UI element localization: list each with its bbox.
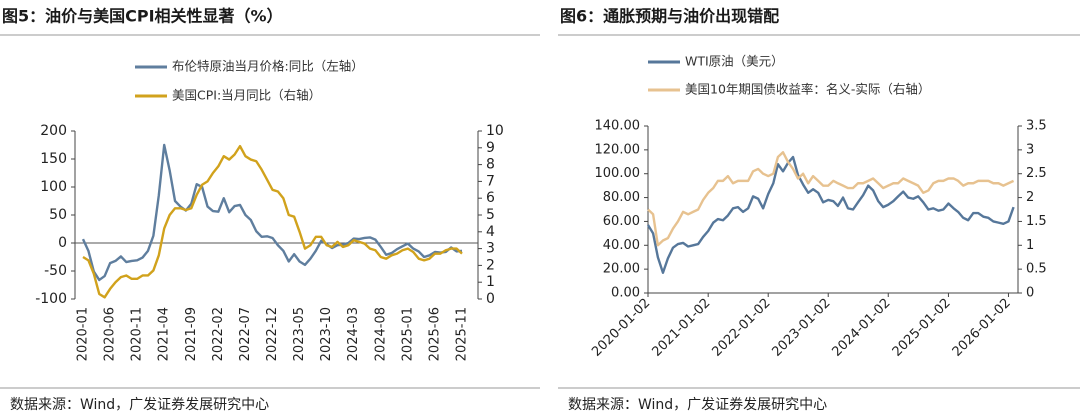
y-tick-label: 100.00	[595, 166, 641, 181]
y-tick-label: -100	[35, 291, 67, 307]
legend-label: 布伦特原油当月价格:同比（左轴）	[172, 59, 364, 74]
y-tick-label: -50	[44, 263, 67, 279]
y2-tick-label: 1	[1026, 238, 1034, 253]
x-tick-label: 2025-11	[455, 307, 470, 361]
x-tick-label: 2021-04	[157, 307, 172, 361]
y2-tick-label: 9	[486, 140, 495, 156]
y-tick-label: 140.00	[595, 119, 641, 134]
x-tick-label: 2023-10	[319, 307, 334, 361]
legend-label: 美国CPI:当月同比（右轴）	[172, 88, 321, 103]
x-tick-label: 2024-08	[373, 307, 388, 361]
y2-tick-label: 3.5	[1026, 119, 1047, 134]
y-tick-label: 50	[49, 207, 67, 223]
x-tick-label: 2023-01-02	[769, 296, 833, 360]
y2-tick-label: 10	[486, 123, 504, 139]
x-tick-label: 2020-01	[76, 307, 91, 361]
x-tick-label: 2020-01-02	[589, 296, 653, 360]
chart-title: 图6：通胀预期与油价出现错配	[560, 7, 779, 26]
y-tick-label: 60.00	[603, 214, 640, 229]
y2-tick-label: 8	[486, 157, 495, 173]
legend-label: 美国10年期国债收益率：名义-实际（右轴）	[685, 82, 930, 97]
legend-label: WTI原油（美元）	[685, 54, 784, 69]
y2-tick-label: 3	[486, 241, 495, 257]
y-tick-label: 20.00	[603, 262, 640, 277]
chart-title: 图5：油价与美国CPI相关性显著（%）	[2, 7, 283, 26]
x-tick-label: 2021-01-02	[649, 296, 713, 360]
y2-tick-label: 2.5	[1026, 166, 1047, 181]
y2-tick-label: 2	[486, 257, 495, 273]
x-tick-label: 2022-12	[265, 307, 280, 361]
series-line	[82, 144, 463, 299]
y-tick-label: 150	[40, 151, 67, 167]
x-tick-label: 2023-05	[292, 307, 307, 361]
series-line	[646, 155, 1015, 274]
x-tick-label: 2024-01-02	[830, 296, 894, 360]
source-note: 数据来源：Wind，广发证券发展研究中心	[568, 397, 827, 413]
y2-tick-label: 6	[486, 190, 495, 206]
y2-tick-label: 5	[486, 207, 495, 223]
y2-tick-label: 3	[1026, 142, 1034, 157]
y2-tick-label: 2	[1026, 190, 1034, 205]
x-tick-label: 2020-06	[103, 307, 118, 361]
y-tick-label: 120.00	[595, 142, 641, 157]
x-tick-label: 2022-02	[211, 307, 226, 361]
x-tick-label: 2025-06	[427, 307, 442, 361]
series-line	[81, 143, 463, 282]
x-tick-label: 2022-07	[238, 307, 253, 361]
x-tick-label: 2020-11	[130, 307, 145, 361]
y-tick-label: 40.00	[603, 238, 640, 253]
y2-tick-label: 1	[486, 274, 495, 290]
y-tick-label: 100	[40, 179, 67, 195]
y2-tick-label: 0	[486, 291, 495, 307]
y2-tick-label: 1.5	[1026, 214, 1047, 229]
y2-tick-label: 7	[486, 173, 495, 189]
series-line	[647, 151, 1015, 247]
y-tick-label: 0.00	[611, 286, 640, 301]
y-tick-label: 0	[58, 235, 67, 251]
x-tick-label: 2025-01-02	[890, 296, 954, 360]
y2-tick-label: 0.5	[1026, 262, 1047, 277]
y2-tick-label: 0	[1026, 286, 1034, 301]
x-tick-label: 2024-03	[346, 307, 361, 361]
y2-tick-label: 4	[486, 224, 495, 240]
x-tick-label: 2022-01-02	[709, 296, 773, 360]
y-tick-label: 80.00	[603, 190, 640, 205]
y-tick-label: 200	[40, 123, 67, 139]
x-tick-label: 2026-01-02	[950, 296, 1014, 360]
source-note: 数据来源：Wind，广发证券发展研究中心	[10, 397, 269, 413]
x-tick-label: 2021-09	[184, 307, 199, 361]
x-tick-label: 2025-01	[400, 307, 415, 361]
